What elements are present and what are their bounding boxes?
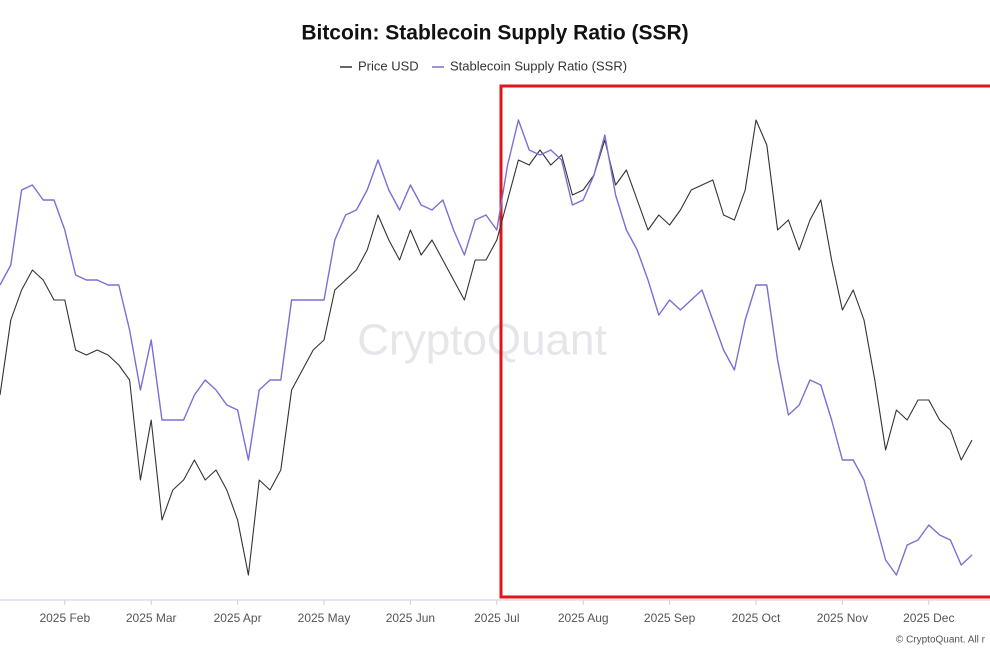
legend-label: Price USD xyxy=(358,58,419,73)
x-tick-label: 2025 Sep xyxy=(644,611,696,625)
x-tick-label: 2025 Nov xyxy=(817,611,868,625)
x-tick-label: 2025 Feb xyxy=(39,611,90,625)
credit: © CryptoQuant. All r xyxy=(896,635,986,646)
legend-label: Stablecoin Supply Ratio (SSR) xyxy=(450,58,627,73)
highlight-box xyxy=(499,84,990,599)
x-tick-label: 2025 Mar xyxy=(126,611,177,625)
x-tick-label: 2025 Jul xyxy=(474,611,519,625)
x-tick-label: 2025 Apr xyxy=(214,611,262,625)
x-tick-label: 2025 May xyxy=(298,611,351,625)
legend: Price USD Stablecoin Supply Ratio (SSR) xyxy=(340,58,627,73)
x-tick-label: 2025 Aug xyxy=(558,611,609,625)
series-line xyxy=(0,119,973,576)
watermark: CryptoQuant xyxy=(357,316,606,365)
series-line xyxy=(0,119,973,576)
x-tick-label: 2025 Oct xyxy=(732,611,781,625)
x-tick-label: 2025 Jun xyxy=(386,611,435,625)
x-tick-label: 2025 Dec xyxy=(903,611,954,625)
chart-title: Bitcoin: Stablecoin Supply Ratio (SSR) xyxy=(301,22,688,45)
